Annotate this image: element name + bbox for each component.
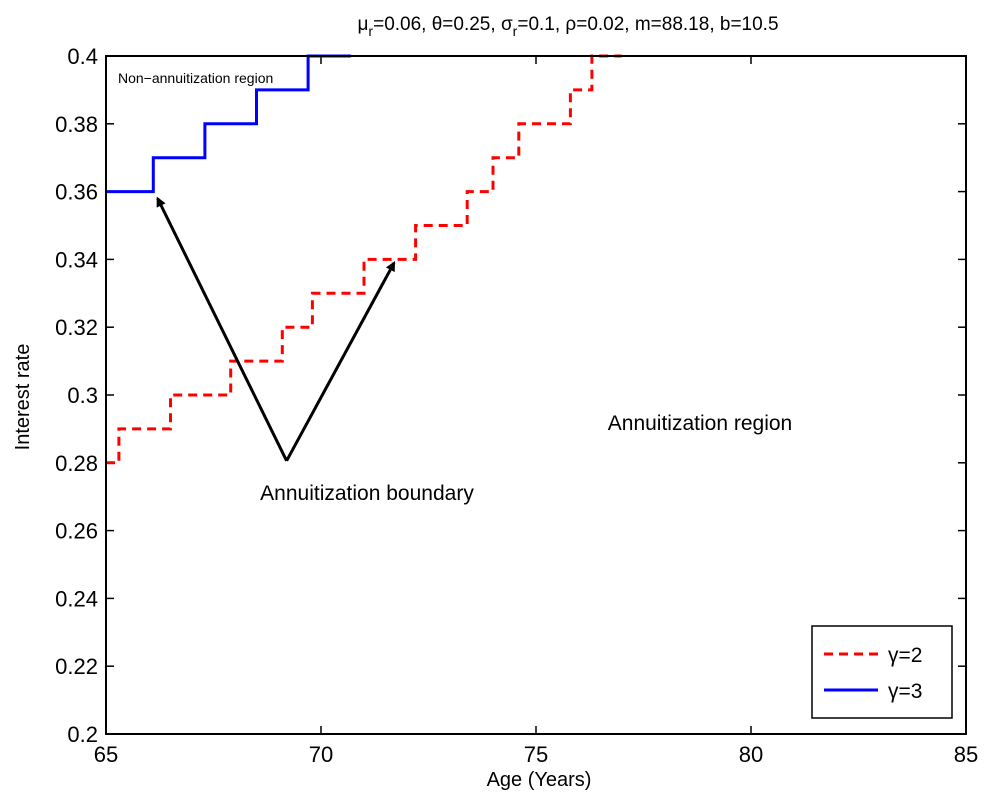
x-tick-label: 75 [524, 742, 548, 767]
y-tick-label: 0.24 [55, 586, 98, 611]
non-annuitization-label: Non−annuitization region [118, 70, 273, 86]
legend-label: γ=2 [888, 644, 922, 667]
annotations: Non−annuitization region Annuitization re… [118, 70, 792, 505]
x-axis-label: Age (Years) [487, 769, 592, 791]
series-line-gamma-2 [106, 54, 622, 465]
y-axis-label: Interest rate [12, 344, 34, 451]
boundary-arrow-1 [156, 196, 288, 462]
y-tick-label: 0.36 [55, 180, 98, 205]
x-tick-label: 85 [954, 742, 978, 767]
y-tick-label: 0.3 [67, 383, 98, 408]
y-tick-label: 0.32 [55, 315, 98, 340]
y-tick-label: 0.28 [55, 451, 98, 476]
y-tick-label: 0.22 [55, 654, 98, 679]
x-tick-label: 80 [739, 742, 763, 767]
legend-label: γ=3 [888, 680, 922, 703]
axis-ticks: 65 70 75 80 85 0.2 0.22 0.24 0.26 0.28 0.3 0.32 0.34… [55, 44, 978, 767]
annuitization-region-label: Annuitization region [608, 412, 792, 435]
y-tick-label: 0.38 [55, 112, 98, 137]
series-line-gamma-3 [106, 54, 352, 194]
boundary-arrow-2 [285, 261, 396, 462]
plot-frame [105, 55, 967, 735]
chart-title: μr=0.06, θ=0.25, σr=0.1, ρ=0.02, m=88.18… [357, 14, 778, 39]
annuitization-boundary-label: Annuitization boundary [260, 482, 474, 505]
plot-series [106, 54, 622, 465]
legend: γ=2 γ=3 [811, 625, 953, 719]
y-tick-label: 0.26 [55, 519, 98, 544]
y-tick-label: 0.2 [67, 722, 98, 747]
x-tick-label: 70 [309, 742, 333, 767]
legend-box [811, 625, 953, 719]
x-tick-label: 65 [94, 742, 118, 767]
y-tick-label: 0.34 [55, 247, 98, 272]
y-tick-label: 0.4 [67, 44, 98, 69]
